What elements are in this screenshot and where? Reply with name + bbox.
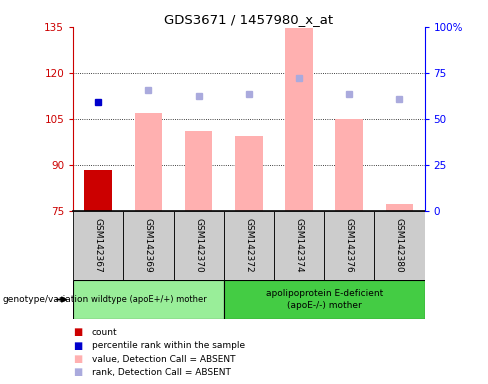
Bar [73, 211, 123, 280]
Bar [235, 136, 263, 211]
Text: GSM142367: GSM142367 [94, 218, 103, 273]
Text: GSM142374: GSM142374 [295, 218, 304, 273]
Text: apolipoprotein E-deficient
(apoE-/-) mother: apolipoprotein E-deficient (apoE-/-) mot… [265, 290, 383, 310]
Text: ■: ■ [73, 354, 82, 364]
Bar [84, 170, 112, 211]
Text: GSM142380: GSM142380 [395, 218, 404, 273]
Text: count: count [92, 328, 118, 337]
Text: GSM142369: GSM142369 [144, 218, 153, 273]
Text: ■: ■ [73, 367, 82, 377]
Text: GSM142372: GSM142372 [244, 218, 253, 273]
Text: wildtype (apoE+/+) mother: wildtype (apoE+/+) mother [91, 295, 206, 304]
Bar [324, 211, 374, 280]
Bar [73, 280, 224, 319]
Bar [335, 119, 363, 211]
Text: percentile rank within the sample: percentile rank within the sample [92, 341, 245, 350]
Text: ■: ■ [73, 341, 82, 351]
Bar [123, 211, 174, 280]
Bar [185, 131, 212, 211]
Text: value, Detection Call = ABSENT: value, Detection Call = ABSENT [92, 354, 235, 364]
Bar [374, 211, 425, 280]
Bar [274, 211, 324, 280]
Text: genotype/variation: genotype/variation [2, 295, 89, 304]
Text: GSM142370: GSM142370 [194, 218, 203, 273]
Title: GDS3671 / 1457980_x_at: GDS3671 / 1457980_x_at [164, 13, 333, 26]
Text: rank, Detection Call = ABSENT: rank, Detection Call = ABSENT [92, 368, 231, 377]
Bar [174, 211, 224, 280]
Text: ■: ■ [73, 327, 82, 337]
Bar [285, 28, 313, 211]
Text: GSM142376: GSM142376 [345, 218, 354, 273]
Bar [224, 211, 274, 280]
Bar [386, 204, 413, 211]
Bar [135, 113, 163, 211]
Bar [224, 280, 425, 319]
